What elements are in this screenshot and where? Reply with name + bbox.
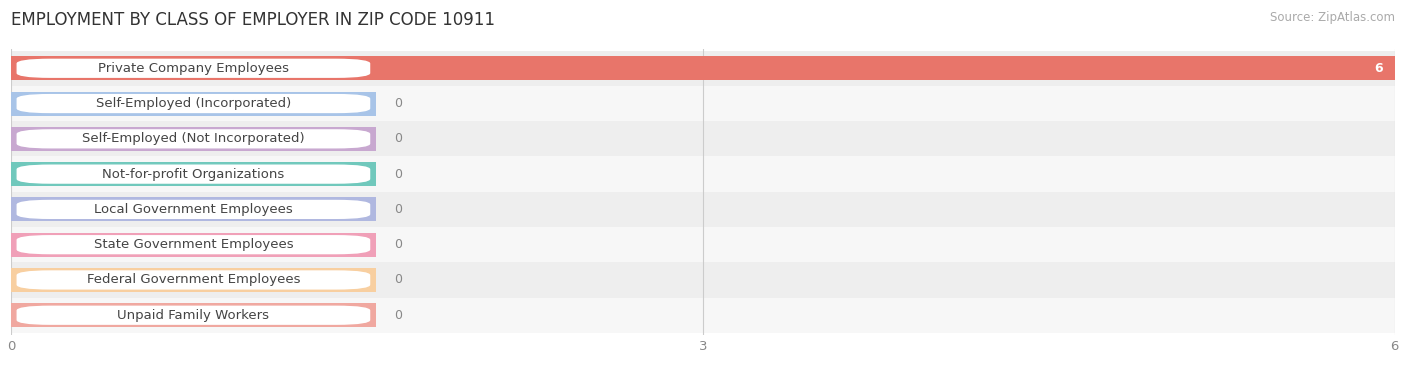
Text: Self-Employed (Not Incorporated): Self-Employed (Not Incorporated): [82, 132, 305, 146]
FancyBboxPatch shape: [15, 58, 371, 79]
Text: 0: 0: [394, 238, 402, 251]
Text: Unpaid Family Workers: Unpaid Family Workers: [118, 309, 270, 322]
FancyBboxPatch shape: [15, 270, 371, 290]
FancyBboxPatch shape: [15, 164, 371, 185]
Text: State Government Employees: State Government Employees: [94, 238, 294, 251]
FancyBboxPatch shape: [15, 93, 371, 114]
Text: Not-for-profit Organizations: Not-for-profit Organizations: [103, 168, 284, 180]
Bar: [11, 268, 375, 292]
FancyBboxPatch shape: [15, 305, 371, 326]
Text: Self-Employed (Incorporated): Self-Employed (Incorporated): [96, 97, 291, 110]
Bar: [11, 303, 375, 327]
Bar: [11, 297, 1395, 333]
Bar: [11, 92, 375, 115]
Bar: [11, 121, 1395, 156]
Text: 0: 0: [394, 97, 402, 110]
Bar: [11, 192, 1395, 227]
Bar: [11, 162, 375, 186]
FancyBboxPatch shape: [15, 129, 371, 149]
Bar: [11, 127, 375, 151]
Bar: [11, 56, 1395, 80]
Text: 0: 0: [394, 132, 402, 146]
Bar: [11, 227, 1395, 262]
Bar: [11, 233, 375, 257]
Bar: [11, 197, 375, 221]
Bar: [11, 262, 1395, 297]
Text: 0: 0: [394, 168, 402, 180]
Text: Federal Government Employees: Federal Government Employees: [87, 273, 299, 287]
Text: Local Government Employees: Local Government Employees: [94, 203, 292, 216]
Bar: [11, 86, 1395, 121]
Bar: [11, 51, 1395, 86]
Text: Private Company Employees: Private Company Employees: [98, 62, 288, 75]
Text: 0: 0: [394, 309, 402, 322]
FancyBboxPatch shape: [15, 234, 371, 255]
Text: 0: 0: [394, 273, 402, 287]
FancyBboxPatch shape: [15, 199, 371, 220]
Text: EMPLOYMENT BY CLASS OF EMPLOYER IN ZIP CODE 10911: EMPLOYMENT BY CLASS OF EMPLOYER IN ZIP C…: [11, 11, 495, 29]
Text: Source: ZipAtlas.com: Source: ZipAtlas.com: [1270, 11, 1395, 24]
Text: 6: 6: [1375, 62, 1384, 75]
Bar: [11, 156, 1395, 192]
Text: 0: 0: [394, 203, 402, 216]
